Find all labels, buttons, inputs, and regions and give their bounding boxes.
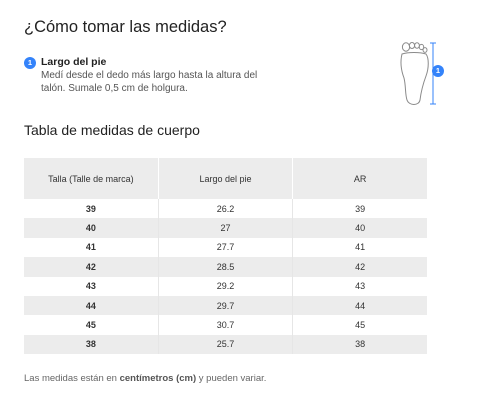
cell-ar: 44 [292,295,427,316]
step-description: Medí desde el dedo más largo hasta la al… [41,70,258,94]
cell-ar: 39 [292,199,427,219]
header-ar: AR [292,158,427,199]
cell-size: 38 [24,334,159,355]
cell-size: 39 [24,199,159,219]
footer-text-after: y pueden variar. [196,373,267,384]
cell-foot-length: 26.2 [158,199,294,219]
cell-ar: 40 [292,218,427,238]
cell-foot-length: 27.7 [158,237,294,258]
page-title: ¿Cómo tomar las medidas? [24,18,227,36]
cell-size: 44 [24,295,159,316]
table-row: 44 29.7 44 [24,295,427,316]
foot-measure-icon [392,40,452,110]
cell-ar: 42 [292,257,427,277]
step-number-badge: 1 [24,57,36,69]
table-row: 38 25.7 38 [24,334,427,355]
size-table: Talla (Talle de marca) Largo del pie AR … [24,158,427,355]
footer-note: Las medidas están en centímetros (cm) y … [24,373,266,384]
header-size: Talla (Talle de marca) [24,158,159,199]
footer-text-before: Las medidas están en [24,373,120,384]
footer-unit: centímetros (cm) [119,373,197,384]
cell-foot-length: 29.2 [158,276,294,296]
cell-ar: 45 [292,315,427,335]
cell-ar: 43 [292,276,427,296]
cell-size: 43 [24,276,159,296]
cell-foot-length: 30.7 [158,315,294,335]
table-row: 45 30.7 45 [24,315,427,335]
step-title: Largo del pie [41,56,107,68]
cell-foot-length: 27 [158,218,294,238]
cell-ar: 41 [292,237,427,258]
cell-size: 45 [24,315,159,335]
table-row: 42 28.5 42 [24,257,427,277]
table-row: 41 27.7 41 [24,237,427,258]
cell-size: 41 [24,237,159,258]
header-foot-length: Largo del pie [158,158,294,199]
cell-foot-length: 28.5 [158,257,294,277]
size-table-title: Tabla de medidas de cuerpo [24,122,200,138]
table-row: 40 27 40 [24,218,427,238]
cell-ar: 38 [292,334,427,355]
cell-size: 42 [24,257,159,277]
table-row: 43 29.2 43 [24,276,427,296]
cell-size: 40 [24,218,159,238]
table-row: 39 26.2 39 [24,199,427,219]
illustration-badge: 1 [432,65,444,77]
cell-foot-length: 25.7 [158,334,294,355]
table-header-row: Talla (Talle de marca) Largo del pie AR [24,158,427,199]
cell-foot-length: 29.7 [158,295,294,316]
